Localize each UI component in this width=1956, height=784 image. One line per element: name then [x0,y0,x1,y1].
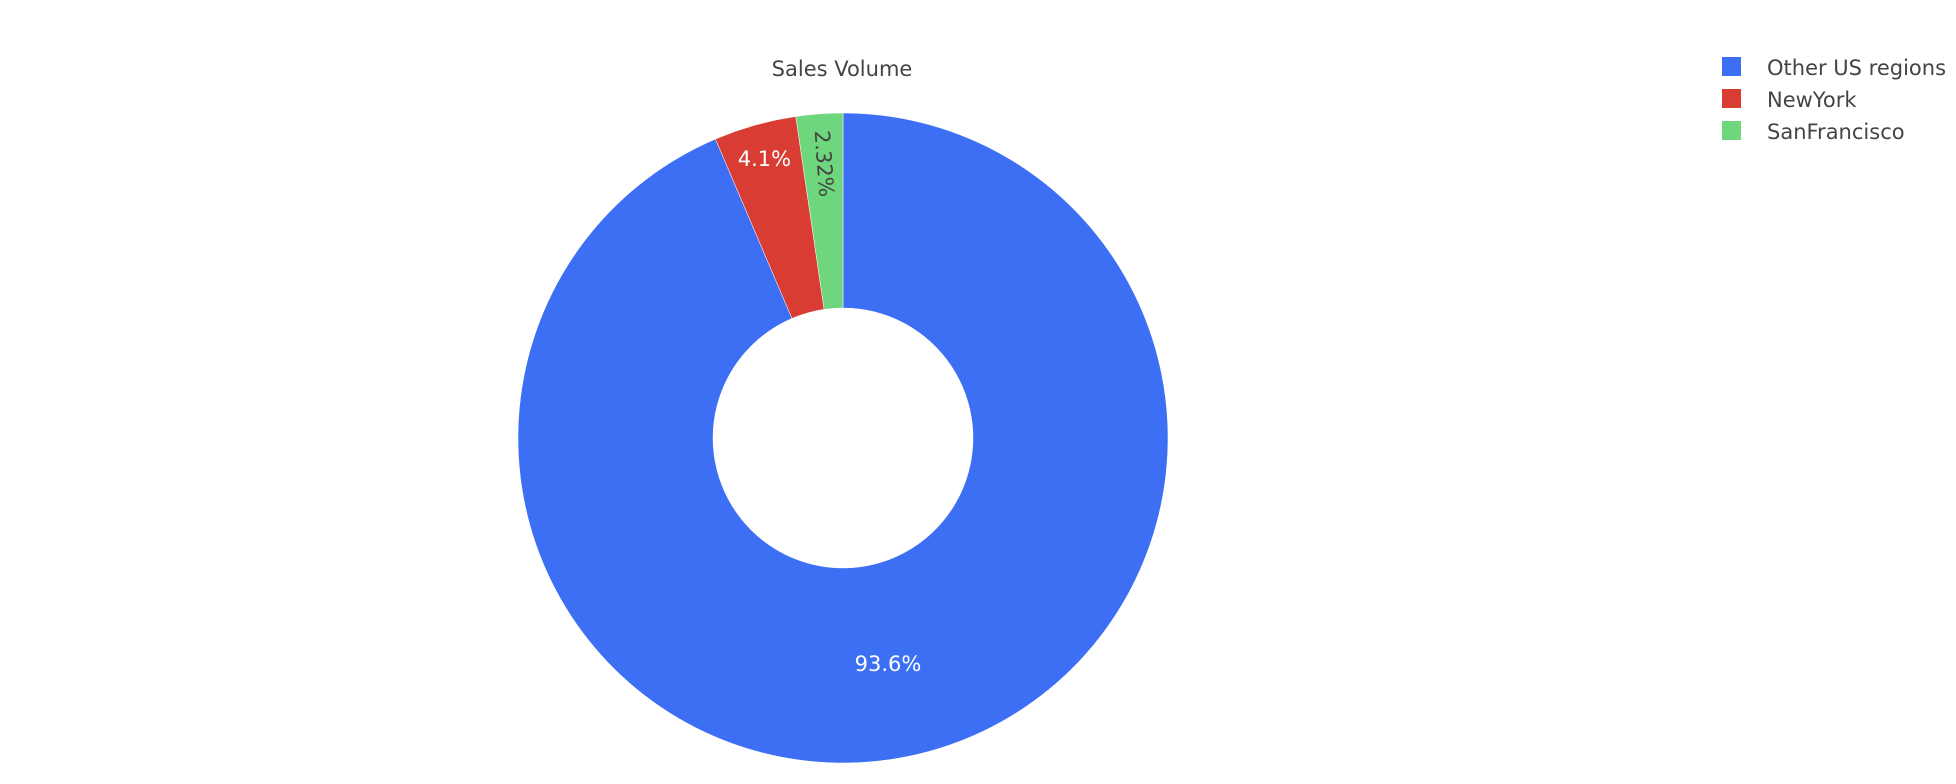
chart-title: Sales Volume [772,57,913,81]
legend-item-sanfrancisco[interactable]: SanFrancisco [1722,120,1905,144]
slice-labels: 93.6% 4.1% 2.32% [738,130,922,676]
legend-swatch-newyork [1722,89,1741,108]
legend-label-newyork: NewYork [1767,88,1857,112]
slice-label-other-us-regions: 93.6% [855,652,922,676]
legend-item-other-us-regions[interactable]: Other US regions [1722,56,1946,80]
slice-other-us-regions[interactable] [517,112,1169,764]
legend-label-sanfrancisco: SanFrancisco [1767,120,1905,144]
pie-slices [517,112,1169,764]
slice-sanfrancisco[interactable] [795,112,844,310]
legend-label-other-us-regions: Other US regions [1767,56,1946,80]
legend-swatch-other-us-regions [1722,57,1741,76]
legend-item-newyork[interactable]: NewYork [1722,88,1857,112]
legend-swatch-sanfrancisco [1722,121,1741,140]
slice-label-sanfrancisco: 2.32% [810,130,839,198]
legend: Other US regions NewYork SanFrancisco [1722,56,1946,144]
slice-label-newyork: 4.1% [738,147,791,171]
